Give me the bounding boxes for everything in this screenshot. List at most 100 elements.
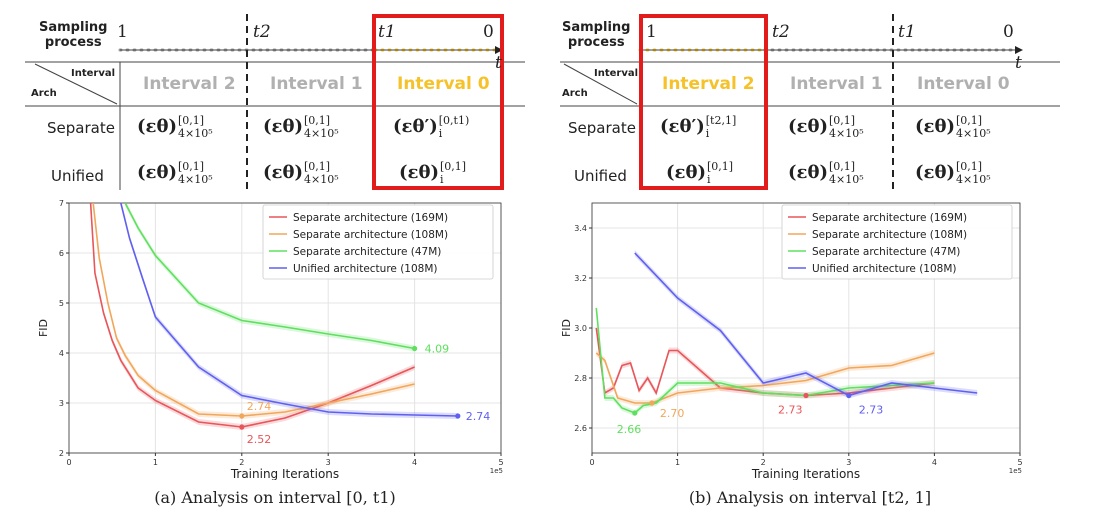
sampling-label: Sampling process xyxy=(39,20,108,50)
table-lines-a xyxy=(25,14,525,190)
annotation-label: 2.70 xyxy=(660,407,685,420)
caption-a: (a) Analysis on interval [0, t1) xyxy=(154,488,396,507)
x-tick-label: 4 xyxy=(412,458,417,467)
corner-interval-label: Interval xyxy=(71,68,116,79)
cell-separate-interval0: (εθ) [0,1] 4×10⁵ xyxy=(915,114,991,140)
caption-b: (b) Analysis on interval [t2, 1] xyxy=(688,488,932,507)
timeline-label-t1: t1 xyxy=(378,22,396,42)
annotation-label: 4.09 xyxy=(425,343,450,356)
series-group xyxy=(595,250,978,416)
cell-separate-interval1: (εθ) [0,1] 4×10⁵ xyxy=(263,114,339,140)
fid-chart-b: 0 1 2 3 4 5 2.6 2.8 3.0 3.2 3.4 1e5 Training Iterati… xyxy=(560,202,1023,480)
annotation-label: 2.73 xyxy=(859,404,884,417)
cell-separate-interval1: (εθ) [0,1] 4×10⁵ xyxy=(788,114,864,140)
annotation-point xyxy=(239,413,245,419)
annotation-label: 2.74 xyxy=(247,400,271,413)
x-tick-label: 4 xyxy=(932,458,937,467)
legend: Separate architecture (169M) Separate arc… xyxy=(781,204,1013,280)
legend-label: Separate architecture (47M) xyxy=(812,246,960,258)
legend-box xyxy=(262,204,494,280)
cell-unified-interval0: (εθ) [0,1] 4×10⁵ xyxy=(915,160,991,186)
cell-separate-interval0: (εθ′) [0,t1) i xyxy=(393,114,470,140)
timeline-label-t2: t2 xyxy=(772,22,790,42)
series-band-2 xyxy=(125,203,415,352)
legend-label: Separate architecture (108M) xyxy=(293,229,448,241)
timeline-label-1: 1 xyxy=(646,22,657,42)
interval-header-0: Interval 0 xyxy=(397,74,490,94)
y-tick-label: 2.8 xyxy=(574,374,587,383)
y-axis-label: FID xyxy=(560,319,573,337)
series-line-1 xyxy=(595,352,935,404)
y-tick-label: 3.2 xyxy=(574,274,587,283)
x-axis-label: Training Iterations xyxy=(751,467,860,480)
x-tick-label: 2 xyxy=(239,458,244,467)
interval-table-b: Sampling process 1 t2 t1 0 t Interval Arc… xyxy=(560,14,1060,190)
series-line-3 xyxy=(120,203,458,417)
x-multiplier-label: 1e5 xyxy=(490,467,503,475)
interval-header-2: Interval 2 xyxy=(143,74,236,94)
table-lines-b xyxy=(560,14,1060,190)
legend-label: Separate architecture (47M) xyxy=(293,246,441,258)
legend-box xyxy=(781,204,1013,280)
row-label-unified: Unified xyxy=(51,167,104,185)
cell-unified-interval1: (εθ) [0,1] 4×10⁵ xyxy=(263,160,339,186)
timeline-label-t2: t2 xyxy=(253,22,271,42)
series-line-0 xyxy=(595,327,935,397)
x-tick-label: 3 xyxy=(326,458,331,467)
x-tick-label: 1 xyxy=(675,458,680,467)
annotation-label: 2.66 xyxy=(617,423,642,436)
annotation-label: 2.74 xyxy=(466,410,491,423)
series-band-2 xyxy=(596,305,935,416)
cell-unified-interval1: (εθ) [0,1] 4×10⁵ xyxy=(788,160,864,186)
row-label-unified: Unified xyxy=(574,167,627,185)
y-tick-label: 7 xyxy=(59,199,64,208)
interval-table-a: Sampling process 1 t2 t1 0 t Interval Arc… xyxy=(25,14,525,190)
legend-label: Separate architecture (108M) xyxy=(812,229,967,241)
x-axis-label: Training Iterations xyxy=(230,467,339,480)
annotation-point xyxy=(239,424,245,430)
legend: Separate architecture (169M) Separate arc… xyxy=(262,204,494,280)
timeline-label-t1: t1 xyxy=(898,22,916,42)
corner-arch-label: Arch xyxy=(31,88,57,99)
interval-header-1: Interval 1 xyxy=(270,74,363,94)
y-tick-label: 4 xyxy=(59,349,64,358)
timeline-label-0: 0 xyxy=(483,22,494,42)
annotation-point xyxy=(649,400,655,406)
cell-unified-interval0: (εθ) [0,1] i xyxy=(399,160,467,186)
series-line-2 xyxy=(124,203,415,350)
y-tick-label: 3.4 xyxy=(574,224,587,233)
corner-interval-label: Interval xyxy=(594,68,639,79)
row-label-separate: Separate xyxy=(568,119,636,137)
timeline-label-0: 0 xyxy=(1003,22,1014,42)
series-line-1 xyxy=(92,203,415,417)
annotation-label: 2.73 xyxy=(778,404,803,417)
annotation-point xyxy=(803,392,809,399)
legend-label: Unified architecture (108M) xyxy=(293,263,438,275)
timeline-label-1: 1 xyxy=(117,22,128,42)
annotation-point xyxy=(846,392,852,399)
panel-b: Sampling process 1 t2 t1 0 t Interval Arc… xyxy=(560,0,1060,517)
panel-a: Sampling process 1 t2 t1 0 t Interval Arc… xyxy=(25,0,525,517)
interval-header-0: Interval 0 xyxy=(917,74,1010,94)
series-group xyxy=(89,203,458,430)
y-tick-label: 2.6 xyxy=(574,424,587,433)
annotation-point xyxy=(412,345,418,352)
sampling-label: Sampling process xyxy=(562,20,631,50)
legend-label: Separate architecture (169M) xyxy=(812,212,967,224)
y-axis-label: FID xyxy=(37,319,50,337)
cell-unified-interval2: (εθ) [0,1] i xyxy=(666,160,734,186)
annotation-point xyxy=(632,410,638,416)
timeline-label-t: t xyxy=(1015,53,1022,73)
interval-header-1: Interval 1 xyxy=(790,74,883,94)
series-line-2 xyxy=(595,307,935,414)
annotation-label: 2.52 xyxy=(247,433,271,446)
x-tick-label: 0 xyxy=(66,458,71,467)
annotation-point xyxy=(455,413,461,419)
cell-separate-interval2: (εθ′) [t2,1] i xyxy=(660,114,737,140)
x-tick-label: 5 xyxy=(1017,458,1022,467)
x-tick-label: 2 xyxy=(761,458,766,467)
y-tick-label: 5 xyxy=(59,299,64,308)
x-tick-label: 5 xyxy=(498,458,503,467)
cell-unified-interval2: (εθ) [0,1] 4×10⁵ xyxy=(137,160,213,186)
y-tick-label: 6 xyxy=(59,249,64,258)
